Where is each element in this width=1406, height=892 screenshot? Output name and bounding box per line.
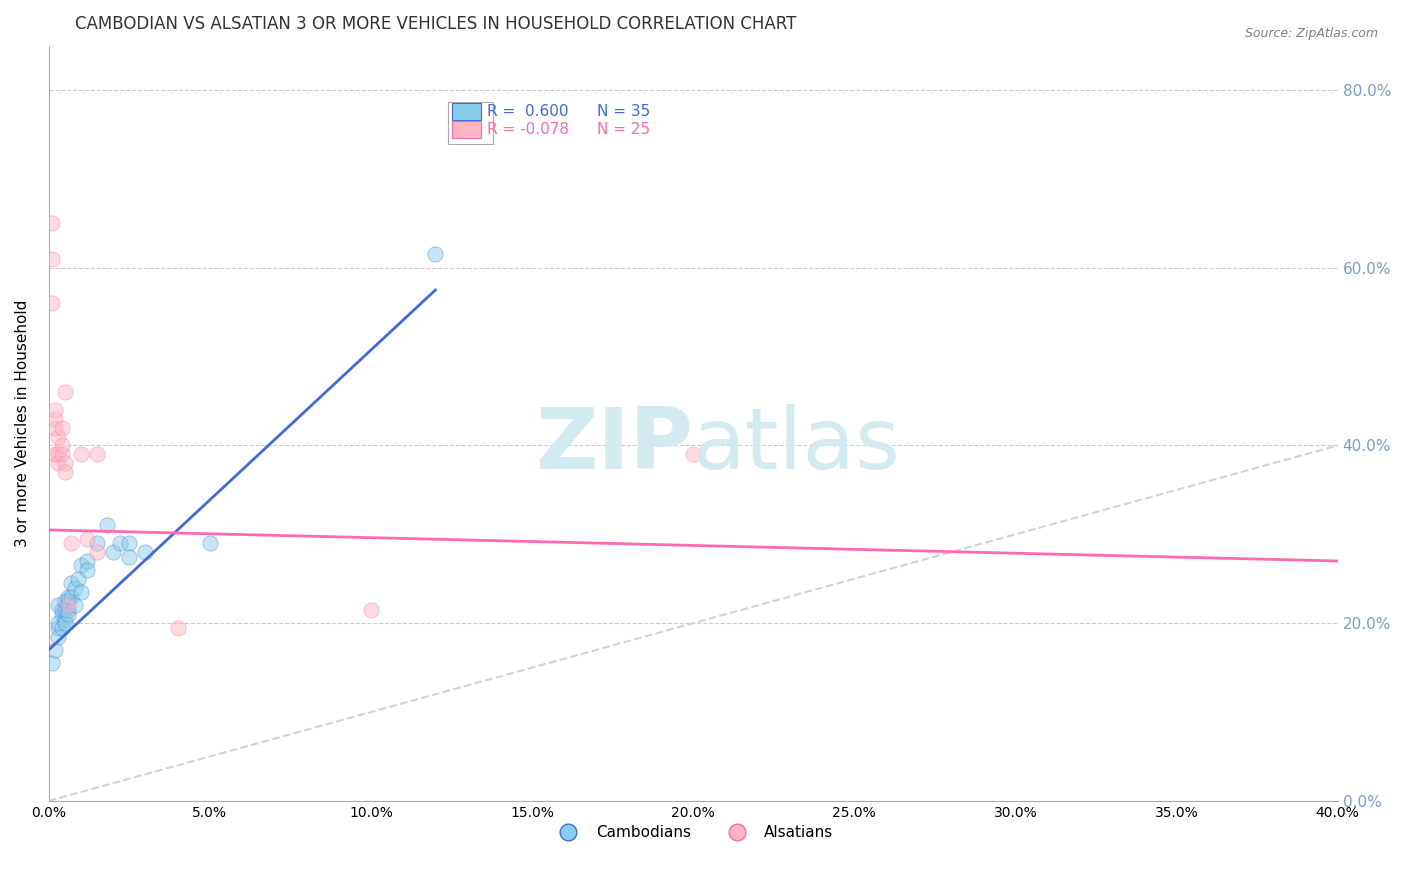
Cambodians xyxy=(56,594,79,608)
Alsatians xyxy=(41,296,63,310)
Legend: Cambodians, Alsatians: Cambodians, Alsatians xyxy=(547,819,839,847)
Cambodians xyxy=(70,558,93,573)
Text: N = 25: N = 25 xyxy=(596,122,650,137)
Alsatians xyxy=(60,536,83,550)
Alsatians xyxy=(682,447,704,461)
Cambodians xyxy=(53,612,76,626)
Alsatians xyxy=(44,447,66,461)
Text: atlas: atlas xyxy=(693,404,901,487)
Cambodians xyxy=(48,616,70,631)
Alsatians xyxy=(41,216,63,230)
Cambodians xyxy=(56,590,79,604)
Alsatians xyxy=(76,532,98,546)
Cambodians xyxy=(60,590,83,604)
Bar xyxy=(453,121,481,137)
Cambodians xyxy=(118,536,141,550)
Alsatians xyxy=(53,385,76,400)
Alsatians xyxy=(48,456,70,470)
Alsatians xyxy=(53,456,76,470)
Cambodians xyxy=(118,549,141,564)
Alsatians xyxy=(51,438,73,452)
Alsatians xyxy=(360,603,382,617)
Alsatians xyxy=(51,447,73,461)
Cambodians xyxy=(53,603,76,617)
Alsatians xyxy=(70,447,93,461)
Alsatians xyxy=(51,421,73,435)
Cambodians xyxy=(56,607,79,622)
Text: ZIP: ZIP xyxy=(536,404,693,487)
Cambodians xyxy=(48,621,70,635)
Alsatians xyxy=(86,545,108,559)
Cambodians xyxy=(198,536,221,550)
Cambodians xyxy=(48,599,70,613)
Cambodians xyxy=(51,603,73,617)
Cambodians xyxy=(41,656,63,670)
Text: Source: ZipAtlas.com: Source: ZipAtlas.com xyxy=(1244,27,1378,40)
Alsatians xyxy=(166,621,188,635)
Text: N = 35: N = 35 xyxy=(596,103,650,119)
Cambodians xyxy=(70,585,93,599)
Text: R =  0.600: R = 0.600 xyxy=(486,103,568,119)
Cambodians xyxy=(44,643,66,657)
Text: CAMBODIAN VS ALSATIAN 3 OR MORE VEHICLES IN HOUSEHOLD CORRELATION CHART: CAMBODIAN VS ALSATIAN 3 OR MORE VEHICLES… xyxy=(75,15,796,33)
Cambodians xyxy=(53,616,76,631)
Bar xyxy=(453,103,481,120)
Cambodians xyxy=(60,576,83,591)
Alsatians xyxy=(44,412,66,426)
Cambodians xyxy=(86,536,108,550)
FancyBboxPatch shape xyxy=(449,103,494,144)
Cambodians xyxy=(56,603,79,617)
Cambodians xyxy=(63,581,86,595)
Cambodians xyxy=(53,594,76,608)
Alsatians xyxy=(48,447,70,461)
Alsatians xyxy=(56,599,79,613)
Cambodians xyxy=(425,247,447,261)
Cambodians xyxy=(76,554,98,568)
Alsatians xyxy=(48,429,70,443)
Alsatians xyxy=(44,403,66,417)
Cambodians xyxy=(76,563,98,577)
Cambodians xyxy=(51,607,73,622)
Alsatians xyxy=(86,447,108,461)
Cambodians xyxy=(108,536,131,550)
Cambodians xyxy=(63,599,86,613)
Cambodians xyxy=(51,621,73,635)
Text: R = -0.078: R = -0.078 xyxy=(486,122,569,137)
Alsatians xyxy=(44,421,66,435)
Cambodians xyxy=(66,572,89,586)
Cambodians xyxy=(96,518,118,533)
Alsatians xyxy=(41,252,63,266)
Cambodians xyxy=(103,545,125,559)
Y-axis label: 3 or more Vehicles in Household: 3 or more Vehicles in Household xyxy=(15,300,30,547)
Cambodians xyxy=(134,545,156,559)
Cambodians xyxy=(48,630,70,644)
Alsatians xyxy=(53,465,76,479)
